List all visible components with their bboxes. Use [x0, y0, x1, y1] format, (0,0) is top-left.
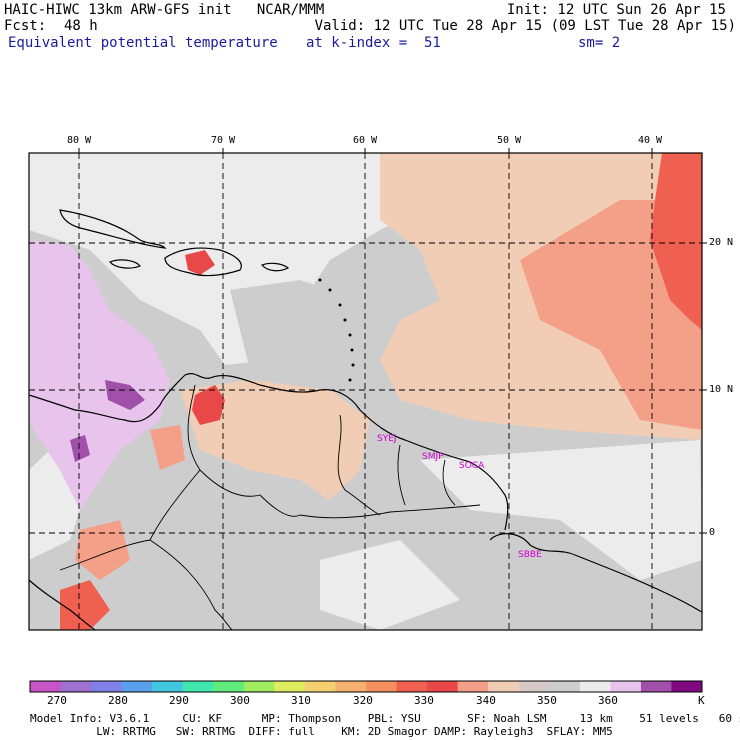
coastline-puerto-rico	[260, 262, 290, 272]
colorbar-segment	[182, 681, 214, 692]
border-brazil-north	[299, 504, 481, 519]
field-region-370-colombia	[70, 435, 90, 462]
colorbar-segment	[213, 681, 245, 692]
colorbar-segment	[518, 681, 550, 692]
field-region-335-hispaniola	[185, 250, 215, 275]
coastline-amazon-delta	[489, 533, 703, 613]
field-region-grey	[230, 280, 370, 380]
coastline-central-america	[28, 374, 186, 423]
coastline-cuba	[59, 209, 167, 249]
coastline-guianas	[359, 409, 509, 531]
colorbar-frame	[29, 680, 703, 693]
colorbar-segment	[640, 681, 672, 692]
colorbar-segment	[274, 681, 306, 692]
coastline-venezuela	[184, 373, 361, 411]
coastline-hispaniola	[164, 247, 242, 277]
lat-label: 10 N	[709, 384, 734, 395]
lat-lon-grid	[29, 153, 702, 630]
colorbar-label: 280	[108, 694, 128, 707]
colorbar-segment	[610, 681, 642, 692]
colorbar-label: 330	[414, 694, 434, 707]
coastline-jamaica	[109, 259, 141, 269]
colorbar-segment	[30, 681, 61, 692]
lat-label: 20 N	[709, 237, 734, 248]
colorbar-label: 310	[291, 694, 311, 707]
colorbar-segment	[304, 681, 336, 692]
colorbar-label: 300	[230, 694, 250, 707]
field-region-light-caribbean	[29, 153, 470, 365]
colorbar-segment	[60, 681, 92, 692]
colorbar-segment	[579, 681, 611, 692]
colorbar-segment	[457, 681, 489, 692]
field-region-345-colombia-2	[150, 425, 185, 470]
field-region-340-venezuela	[180, 380, 370, 500]
lat-label: 0	[709, 527, 716, 538]
valid-time: Valid: 12 UTC Tue 28 Apr 15 (09 LST Tue …	[314, 18, 736, 34]
colorbar-segment	[488, 681, 520, 692]
coastlines	[28, 209, 703, 631]
model-info-line1: Model Info: V3.6.1 CU: KF MP: Thompson P…	[30, 712, 740, 725]
station-labels: SYEJ SMJP SOCA SBBE	[377, 434, 542, 560]
colorbar	[29, 680, 703, 693]
border-suriname-french-guiana	[442, 459, 456, 506]
colorbar-segment	[366, 681, 397, 692]
colorbar-unit: K	[698, 694, 705, 707]
colorbar-label: 350	[537, 694, 557, 707]
smoothing-info: sm= 2	[578, 35, 621, 51]
colorbar-segment	[671, 681, 703, 692]
colorbar-segment	[549, 681, 581, 692]
map-frame	[28, 152, 703, 631]
colorbar-label: 360	[598, 694, 618, 707]
field-name: Equivalent potential temperature	[8, 35, 278, 51]
border-colombia-brazil	[149, 469, 201, 541]
station-label: SMJP	[422, 452, 444, 462]
field-region-370-panama	[105, 380, 145, 410]
field-region-335-venezuela	[192, 385, 225, 425]
theta-e-field	[29, 153, 702, 630]
product-title: HAIC-HIWC 13km ARW-GFS init NCAR/MMM	[4, 2, 325, 18]
border-venezuela-guyana	[337, 414, 381, 516]
field-region-335-east	[650, 153, 702, 330]
field-region-light-south	[320, 540, 460, 630]
lesser-antilles	[318, 278, 355, 382]
station-label: SOCA	[459, 461, 485, 471]
colorbar-segment	[335, 681, 367, 692]
level-info: at k-index = 51	[306, 35, 441, 51]
colorbar-segment	[396, 681, 428, 692]
field-region-345-colombia	[75, 520, 130, 580]
forecast-hour: 48 h	[64, 18, 98, 34]
init-time: Init: 12 UTC Sun 26 Apr 15	[506, 2, 726, 18]
colorbar-label: 320	[353, 694, 373, 707]
lon-label: 60 W	[353, 135, 378, 146]
colorbar-label: 340	[476, 694, 496, 707]
lon-label: 80 W	[67, 135, 92, 146]
lon-label: 50 W	[497, 135, 522, 146]
colorbar-label: 270	[47, 694, 67, 707]
colorbar-label: 290	[169, 694, 189, 707]
forecast-label: Fcst:	[4, 18, 47, 34]
lon-label: 40 W	[638, 135, 663, 146]
colorbar-segment	[91, 681, 122, 692]
station-label: SYEJ	[377, 434, 397, 444]
field-region-365-west	[29, 240, 170, 510]
colorbar-segment	[427, 681, 458, 692]
colorbar-segment	[121, 681, 153, 692]
field-region-335-colombia	[60, 580, 110, 630]
station-label: SBBE	[518, 550, 542, 560]
lon-label: 70 W	[211, 135, 236, 146]
model-info-line2: LW: RRTMG SW: RRTMG DIFF: full KM: 2D Sm…	[30, 725, 613, 738]
border-colombia-ecuador-peru	[59, 539, 233, 631]
map-ticks	[78, 148, 707, 534]
colorbar-segment	[152, 681, 184, 692]
coastline-pacific-south-america	[28, 579, 96, 631]
field-region-light-atlantic	[420, 440, 702, 580]
border-guyana-suriname	[397, 444, 406, 506]
colorbar-segment	[243, 681, 275, 692]
